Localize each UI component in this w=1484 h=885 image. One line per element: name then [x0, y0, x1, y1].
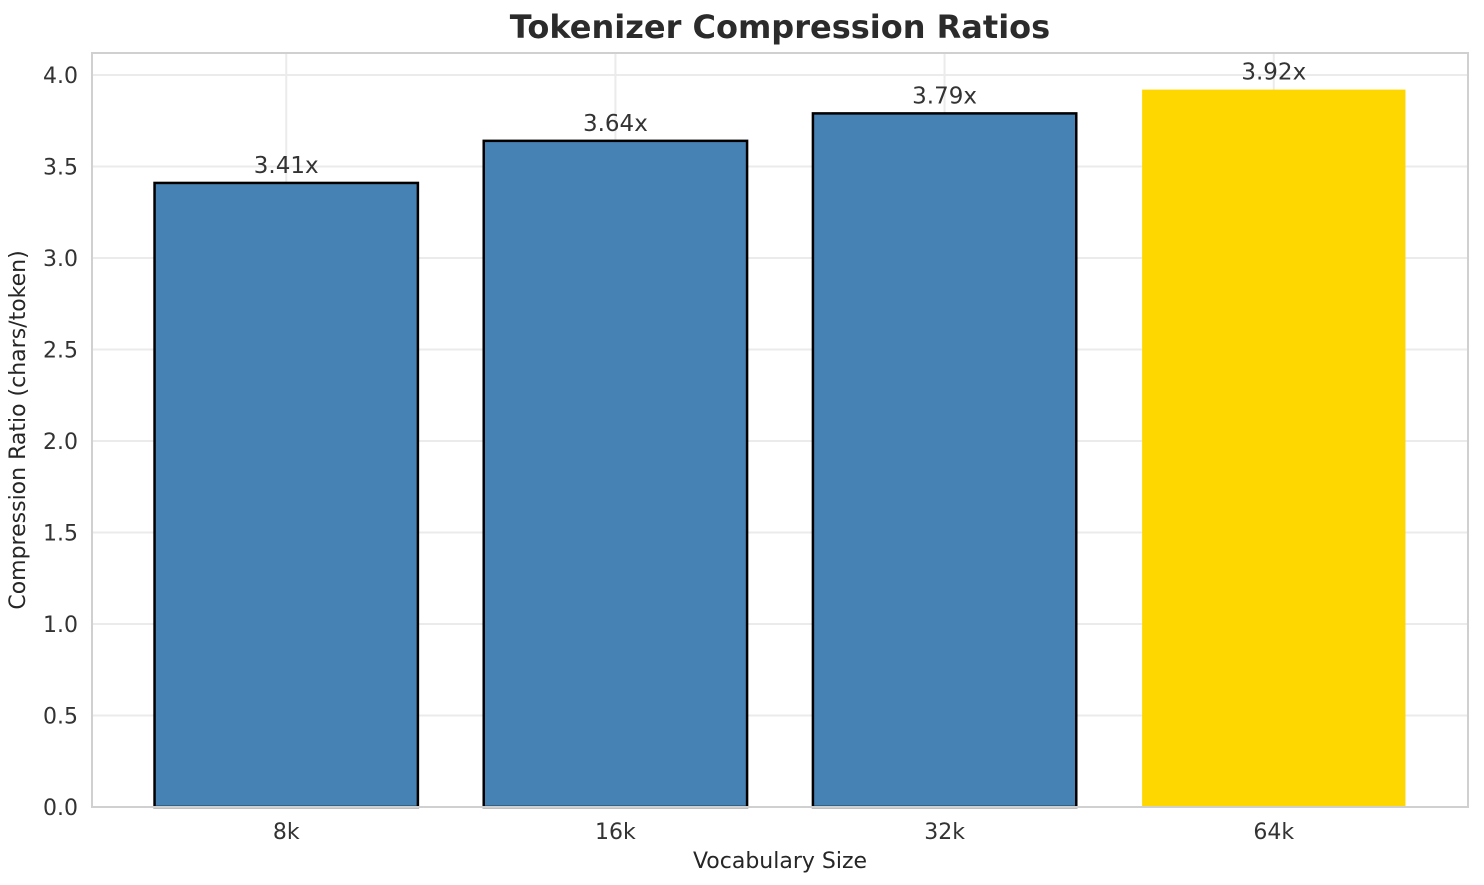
x-tick-label: 16k [595, 820, 636, 845]
bar [482, 139, 749, 809]
bar-value-label: 3.92x [1241, 60, 1306, 86]
x-tick-label: 8k [273, 820, 300, 845]
y-tick-label: 0.0 [43, 796, 78, 821]
y-tick-label: 3.0 [43, 247, 78, 272]
y-tick-label: 3.5 [43, 155, 78, 180]
x-tick-label: 64k [1253, 820, 1294, 845]
x-axis-label: Vocabulary Size [693, 849, 867, 874]
bar [1142, 89, 1406, 808]
bar [153, 181, 420, 809]
bars-layer [153, 89, 1406, 809]
y-tick-label: 1.5 [43, 521, 78, 546]
y-tick-label: 2.5 [43, 338, 78, 363]
bar-value-label: 3.79x [912, 83, 977, 109]
bar-labels-layer: 3.41x 3.64x 3.79x 3.92x [254, 60, 1306, 179]
bar [811, 112, 1078, 809]
chart-title: Tokenizer Compression Ratios [510, 8, 1050, 46]
y-tick-label: 2.0 [43, 430, 78, 455]
y-axis-label: Compression Ratio (chars/token) [6, 250, 31, 609]
y-tick-label: 0.5 [43, 704, 78, 729]
x-tick-label: 32k [924, 820, 965, 845]
ticks-layer: 0.0 0.5 1.0 1.5 2.0 2.5 3.0 3.5 4.0 8k 16k 32k 64k [43, 64, 1294, 845]
bar-value-label: 3.41x [254, 153, 319, 179]
bar-value-label: 3.64x [583, 111, 648, 137]
y-tick-label: 4.0 [43, 64, 78, 89]
y-tick-label: 1.0 [43, 613, 78, 638]
plot-border [91, 52, 1469, 808]
